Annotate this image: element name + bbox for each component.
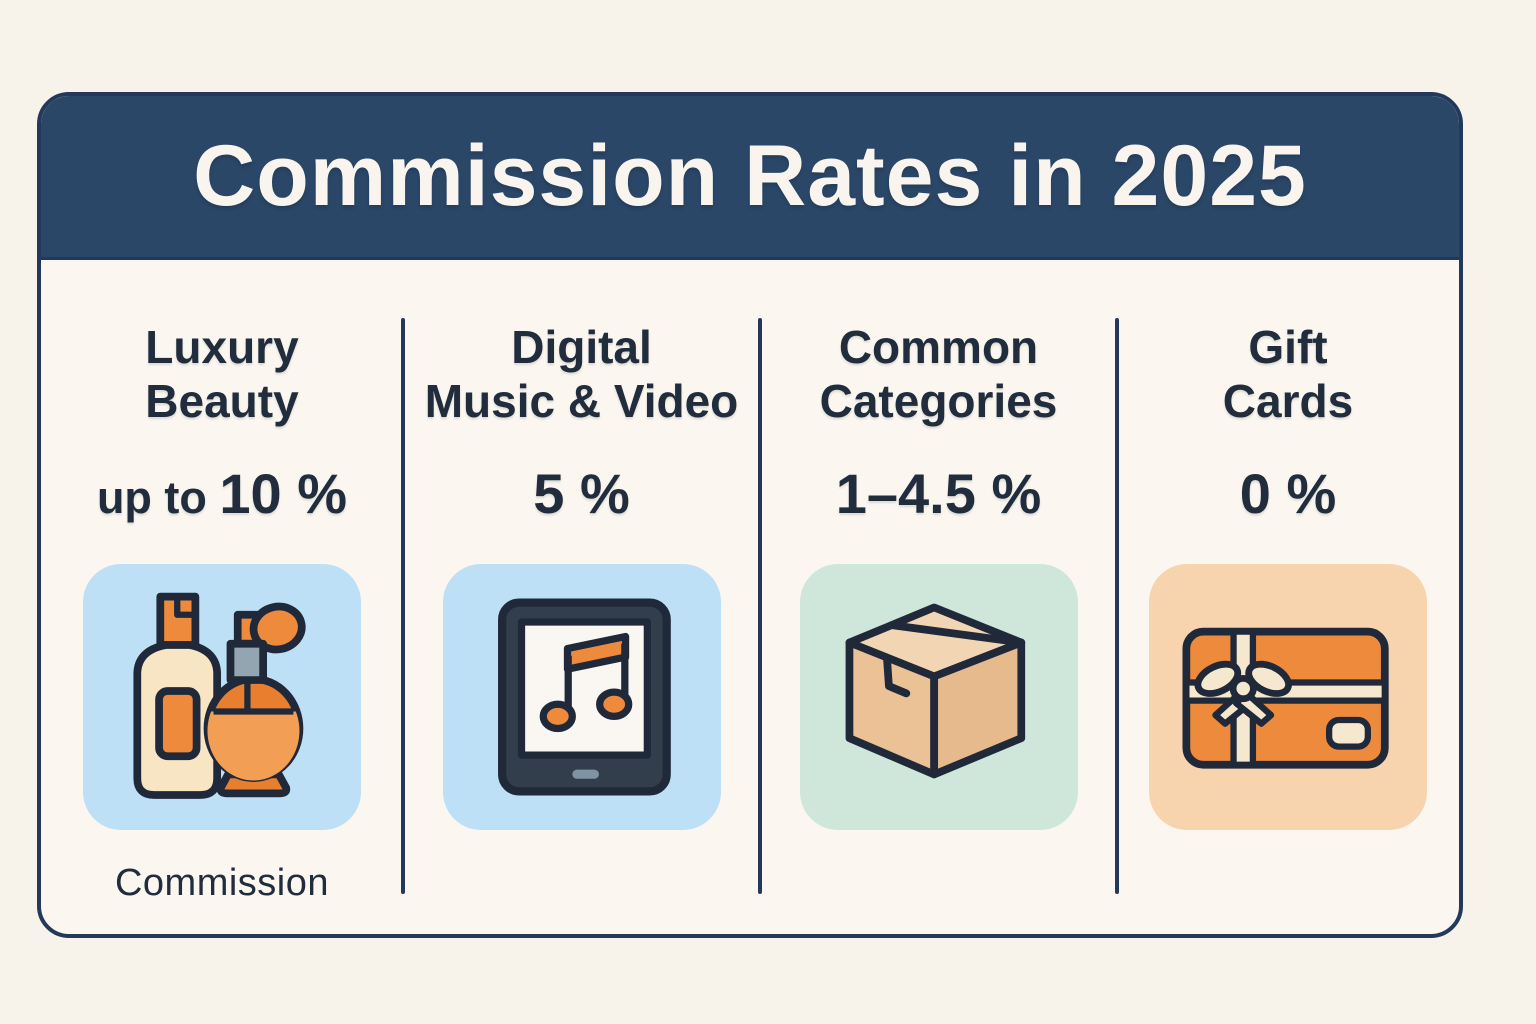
category-title: Common Categories [820, 320, 1058, 429]
tablet-music-icon [497, 598, 671, 796]
icon-tile-gift-cards [1149, 563, 1427, 830]
category-column-common-categories: Common Categories 1–4.5 % [760, 260, 1117, 934]
category-title-line: Music & Video [424, 375, 739, 428]
category-column-digital-music-video: Digital Music & Video 5 % [403, 260, 760, 934]
category-title-line: Categories [819, 375, 1058, 428]
category-title-line: Common [838, 321, 1039, 373]
page-title: Commission Rates in 2025 [193, 128, 1307, 224]
column-divider [758, 318, 762, 894]
category-title-line: Gift [1248, 321, 1328, 373]
category-title: Digital Music & Video [425, 320, 739, 429]
category-title-line: Cards [1222, 375, 1354, 428]
category-title-line: Luxury [145, 321, 299, 373]
category-title-line: Digital [511, 321, 652, 373]
package-box-icon [845, 603, 1025, 778]
columns-area: Luxury Beauty up to 10 % [41, 260, 1459, 934]
rate-value: 5 % [533, 461, 630, 525]
commission-rate: 0 % [1240, 461, 1337, 526]
icon-tile-luxury-beauty [83, 563, 361, 830]
commission-rate: 1–4.5 % [836, 461, 1042, 526]
commission-rates-card: Commission Rates in 2025 Luxury Beauty u… [37, 92, 1463, 938]
icon-tile-common-categories [799, 563, 1078, 830]
rate-prefix: up to [96, 471, 220, 523]
commission-caption: Commission [114, 861, 330, 904]
icon-tile-digital-music-video [442, 563, 721, 830]
rate-value: 0 % [1239, 461, 1337, 525]
gift-card-icon [1182, 627, 1389, 769]
rate-value: 10 % [219, 461, 348, 525]
rate-value: 1–4.5 % [835, 461, 1042, 525]
column-divider [401, 318, 405, 894]
commission-rate: 5 % [533, 461, 630, 526]
commission-rate: up to 10 % [97, 461, 347, 526]
category-column-gift-cards: Gift Cards 0 % [1117, 260, 1459, 934]
category-title-line: Beauty [145, 375, 299, 428]
beauty-products-icon [133, 592, 306, 799]
category-title: Gift Cards [1223, 320, 1353, 429]
category-title: Luxury Beauty [145, 320, 298, 429]
category-column-luxury-beauty: Luxury Beauty up to 10 % [41, 260, 403, 934]
column-divider [1115, 318, 1119, 894]
header-band: Commission Rates in 2025 [41, 96, 1459, 260]
